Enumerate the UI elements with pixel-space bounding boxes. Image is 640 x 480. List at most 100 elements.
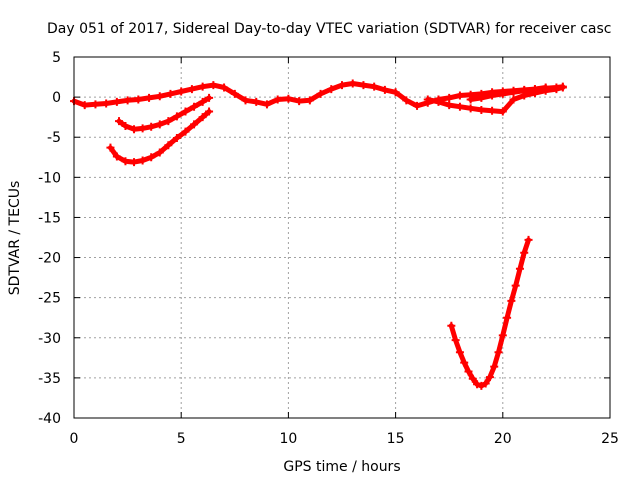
data-point [473, 380, 482, 389]
data-point [305, 96, 314, 105]
data-point [164, 117, 173, 126]
data-point [147, 153, 156, 162]
x-tick-label: 10 [279, 431, 297, 447]
data-point [455, 102, 464, 111]
y-tick-label: -15 [38, 210, 61, 226]
data-point [509, 95, 518, 104]
data-point [509, 88, 518, 97]
y-tick-label: 0 [52, 90, 61, 106]
data-point [524, 235, 533, 244]
series-early-drop-lower [106, 107, 214, 167]
data-point [102, 99, 111, 108]
data-point [464, 367, 473, 376]
data-point [230, 89, 239, 98]
data-point [498, 107, 507, 116]
data-point [488, 106, 497, 115]
x-axis-label: GPS time / hours [283, 459, 400, 475]
data-point [273, 95, 282, 104]
data-point [485, 373, 494, 382]
data-point [359, 81, 368, 90]
data-point [284, 94, 293, 103]
plot-frame [73, 56, 611, 419]
x-tick-label: 5 [177, 431, 186, 447]
data-point [494, 348, 503, 357]
x-tick-label: 15 [387, 431, 405, 447]
chart-title: Day 051 of 2017, Sidereal Day-to-day VTE… [47, 21, 611, 37]
data-point [477, 105, 486, 114]
data-point [348, 79, 357, 88]
data-point [106, 143, 115, 152]
y-tick-label: -40 [38, 411, 61, 427]
data-point [155, 120, 164, 129]
data-point [423, 95, 432, 104]
data-point [155, 92, 164, 101]
data-point [138, 156, 147, 165]
data-point [402, 96, 411, 105]
data-point [187, 85, 196, 94]
data-point [172, 112, 181, 121]
data-point [205, 107, 214, 116]
data-point [455, 91, 464, 100]
data-point [511, 281, 520, 290]
data-point [558, 83, 567, 92]
data-point [130, 125, 139, 134]
data-point [112, 97, 121, 106]
data-point [488, 91, 497, 100]
data-point [155, 148, 164, 157]
data-point [164, 141, 173, 150]
data-point [134, 95, 143, 104]
data-point [190, 120, 199, 129]
data-point [455, 348, 464, 357]
grid [74, 57, 610, 418]
data-point [503, 313, 512, 322]
data-point [123, 96, 132, 105]
data-point [316, 89, 325, 98]
data-point [262, 100, 271, 109]
data-point [481, 379, 490, 388]
data-point [460, 358, 469, 367]
data-point [130, 158, 139, 167]
y-tick-label: 5 [52, 50, 61, 66]
data-point [112, 152, 121, 161]
data-point [121, 157, 130, 166]
data-point [466, 95, 475, 104]
data-point [445, 93, 454, 102]
data-point [520, 91, 529, 100]
data-point [507, 296, 516, 305]
data-point [498, 89, 507, 98]
x-tick-label: 25 [601, 431, 619, 447]
data-point [515, 264, 524, 273]
data-series [70, 79, 567, 390]
data-point [434, 97, 443, 106]
series-main-band [70, 79, 550, 110]
data-point [541, 86, 550, 95]
data-point [468, 374, 477, 383]
series-late-dip [447, 235, 533, 390]
data-point [380, 85, 389, 94]
series-early-drop-upper [115, 93, 214, 134]
data-point [445, 101, 454, 110]
data-point [115, 117, 124, 126]
data-point [177, 87, 186, 96]
y-tick-label: -5 [47, 130, 61, 146]
data-point [327, 85, 336, 94]
data-point [220, 83, 229, 92]
x-tick-label: 0 [70, 431, 79, 447]
ticks: 0 5 10 15 20 25 5 0 -5 -10 -15 -20 -25 -30 -35 -40 [38, 50, 619, 447]
x-tick-label: 20 [494, 431, 512, 447]
data-point [80, 101, 89, 110]
data-point [198, 113, 207, 122]
data-point [166, 89, 175, 98]
data-point [338, 81, 346, 90]
data-point [552, 85, 561, 94]
data-point [198, 97, 207, 106]
data-point [413, 101, 422, 110]
series-trace [448, 237, 531, 389]
data-point [490, 362, 499, 371]
data-point [121, 121, 130, 130]
series-lower-right-branch [423, 83, 567, 116]
data-point [252, 97, 261, 106]
data-point [209, 81, 218, 90]
data-point [147, 122, 156, 131]
